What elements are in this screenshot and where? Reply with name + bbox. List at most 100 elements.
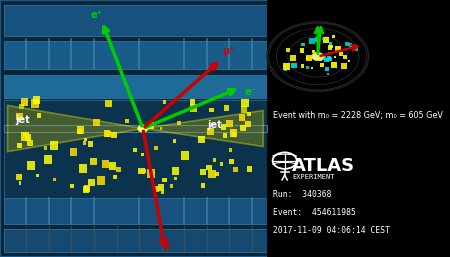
Bar bbox=[224, 105, 229, 111]
Bar bbox=[4, 100, 267, 198]
Bar bbox=[241, 98, 249, 107]
Text: Event with m₀ = 2228 GeV; m₀ = 605 GeV: Event with m₀ = 2228 GeV; m₀ = 605 GeV bbox=[273, 111, 442, 120]
Polygon shape bbox=[143, 111, 263, 146]
Bar bbox=[234, 167, 239, 172]
Bar bbox=[232, 132, 236, 137]
Bar bbox=[315, 37, 320, 42]
Bar bbox=[223, 133, 227, 138]
Bar bbox=[83, 141, 86, 145]
Bar bbox=[230, 129, 237, 137]
Bar bbox=[310, 38, 315, 44]
Bar bbox=[312, 50, 315, 53]
Bar bbox=[322, 38, 324, 40]
Bar bbox=[349, 43, 352, 47]
Bar bbox=[4, 75, 267, 98]
Bar bbox=[79, 164, 87, 173]
Bar bbox=[22, 132, 29, 141]
Bar bbox=[190, 104, 198, 112]
Bar bbox=[105, 100, 112, 107]
Bar bbox=[160, 127, 162, 130]
Bar bbox=[208, 170, 216, 178]
Bar bbox=[221, 124, 226, 130]
Bar bbox=[323, 37, 329, 43]
Bar bbox=[4, 229, 267, 252]
Bar bbox=[332, 35, 336, 38]
Bar bbox=[25, 134, 32, 141]
Bar bbox=[213, 158, 216, 162]
Polygon shape bbox=[8, 105, 143, 152]
Text: μ⁻: μ⁻ bbox=[162, 241, 174, 251]
Bar bbox=[245, 121, 251, 127]
Bar bbox=[229, 148, 232, 152]
Bar bbox=[291, 62, 297, 68]
Bar bbox=[207, 128, 214, 135]
Bar bbox=[343, 55, 347, 59]
Bar bbox=[284, 69, 287, 71]
Text: jet: jet bbox=[207, 121, 221, 131]
Bar bbox=[50, 141, 58, 150]
Bar bbox=[331, 62, 337, 68]
Bar bbox=[141, 153, 144, 156]
Bar bbox=[143, 169, 146, 173]
Text: μ⁺: μ⁺ bbox=[222, 46, 234, 56]
Bar bbox=[83, 186, 89, 193]
Bar bbox=[4, 41, 267, 69]
Bar bbox=[341, 63, 346, 69]
Bar bbox=[247, 112, 251, 116]
Bar bbox=[325, 67, 329, 71]
Bar bbox=[147, 169, 155, 178]
Bar bbox=[306, 57, 308, 59]
Bar bbox=[154, 146, 157, 150]
Bar bbox=[102, 160, 109, 168]
Bar bbox=[306, 55, 312, 61]
Bar bbox=[161, 191, 164, 195]
Bar bbox=[335, 46, 341, 52]
Bar bbox=[209, 108, 214, 112]
Bar bbox=[177, 121, 181, 125]
Bar bbox=[27, 161, 35, 170]
Bar bbox=[158, 184, 164, 191]
Bar bbox=[229, 159, 234, 164]
Bar bbox=[220, 162, 224, 166]
Bar bbox=[329, 57, 333, 61]
Bar bbox=[36, 174, 39, 177]
Text: ATLAS: ATLAS bbox=[292, 157, 355, 175]
Bar bbox=[201, 183, 205, 188]
Bar bbox=[70, 148, 77, 156]
Bar bbox=[77, 126, 84, 134]
Text: Event:  454611985: Event: 454611985 bbox=[273, 208, 356, 217]
Bar bbox=[333, 56, 336, 58]
Bar bbox=[111, 132, 117, 138]
Bar bbox=[133, 148, 137, 152]
Bar bbox=[4, 125, 267, 132]
Bar bbox=[22, 132, 27, 136]
Bar bbox=[241, 106, 247, 113]
Bar bbox=[239, 114, 245, 121]
Text: 2017-11-09 04:06:14 CEST: 2017-11-09 04:06:14 CEST bbox=[273, 226, 390, 235]
Bar bbox=[125, 118, 129, 123]
Bar bbox=[4, 5, 267, 36]
Bar bbox=[18, 181, 22, 185]
Bar bbox=[200, 169, 207, 175]
Bar bbox=[90, 158, 97, 165]
Bar bbox=[21, 98, 28, 106]
Bar bbox=[355, 48, 358, 51]
Bar bbox=[302, 43, 305, 46]
Bar bbox=[328, 45, 333, 50]
Bar bbox=[93, 119, 99, 126]
Bar bbox=[322, 56, 326, 60]
Bar bbox=[19, 104, 24, 109]
Bar bbox=[240, 125, 246, 131]
Bar bbox=[283, 63, 289, 70]
Bar bbox=[105, 131, 111, 137]
Bar bbox=[113, 176, 117, 179]
Bar bbox=[147, 122, 153, 129]
Bar bbox=[327, 56, 331, 60]
Text: jet: jet bbox=[15, 115, 30, 125]
Bar bbox=[198, 136, 205, 143]
Bar bbox=[108, 162, 116, 170]
Bar bbox=[163, 100, 166, 104]
Circle shape bbox=[138, 125, 148, 132]
Bar bbox=[44, 155, 52, 164]
Bar bbox=[348, 60, 350, 62]
